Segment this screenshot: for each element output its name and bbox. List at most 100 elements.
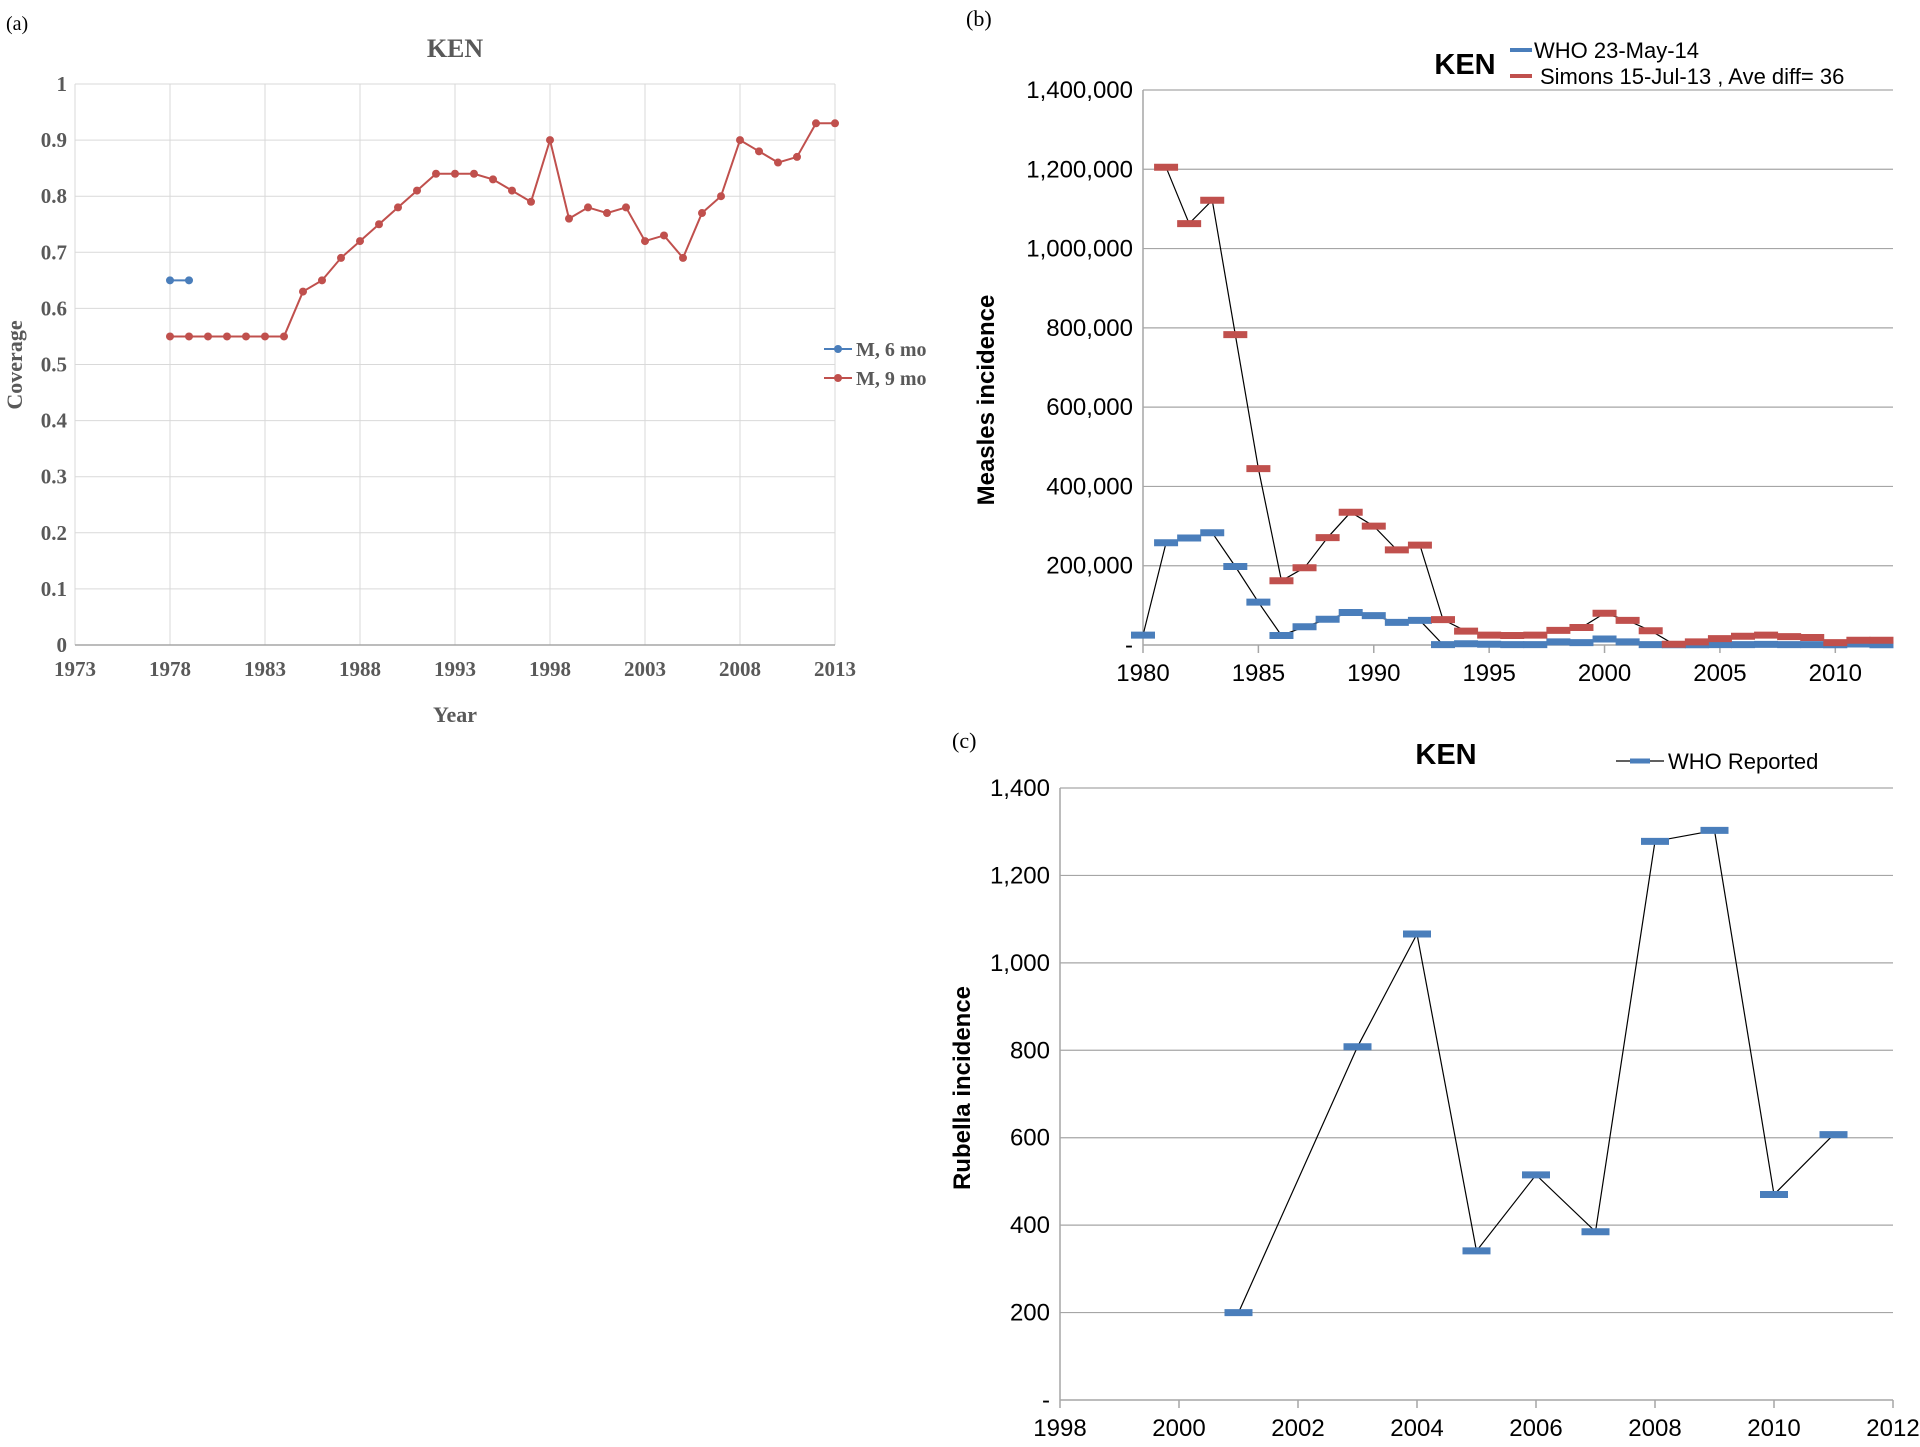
y-tick-label: 400: [1010, 1212, 1050, 1239]
data-point: [660, 231, 668, 240]
data-point: [185, 276, 193, 285]
data-point: [356, 237, 364, 246]
y-tick-label: 0.9: [41, 128, 67, 152]
data-point: [318, 276, 326, 285]
legend-label-simons: Simons 15-Jul-13 , Ave diff= 36: [1540, 64, 1844, 89]
x-tick-label: 2013: [814, 657, 856, 681]
y-tick-label: 800: [1010, 1037, 1050, 1064]
y-tick-label: 200,000: [1046, 553, 1133, 580]
data-point: [527, 197, 535, 206]
y-tick-label: 1,000: [990, 950, 1050, 977]
legend-label-who-reported: WHO Reported: [1668, 749, 1818, 774]
data-point: [261, 332, 269, 341]
legend-label-who: WHO 23-May-14: [1534, 38, 1699, 63]
x-tick-label: 1993: [434, 657, 476, 681]
data-point: [242, 332, 250, 341]
x-tick-label: 2006: [1509, 1415, 1562, 1442]
panel-a: (a) KEN 0 0.1 0.2 0.3 0.4 0.5 0.6 0.7 0.8 0.9 1 19…: [2, 13, 927, 727]
legend-marker-6mo: [834, 345, 842, 353]
grid-a: [74, 83, 836, 646]
panel-label-b: (b): [966, 6, 992, 31]
data-point: [717, 192, 725, 201]
y-tick-label: 1,200,000: [1026, 156, 1133, 183]
data-point: [451, 169, 459, 178]
y-tick-label: 800,000: [1046, 315, 1133, 342]
x-tick-label: 1978: [149, 657, 191, 681]
data-point: [584, 203, 592, 212]
x-tick-label: 2004: [1390, 1415, 1443, 1442]
data-point: [299, 287, 307, 296]
y-tick-label: 600,000: [1046, 394, 1133, 421]
data-point: [470, 169, 478, 178]
x-tick-label: 1990: [1347, 660, 1400, 687]
y-tick-label: -: [1042, 1387, 1050, 1414]
x-tick-labels-c: 1998 2000 2002 2004 2006 2008 2010 2012: [1033, 1415, 1919, 1442]
series-connector-0: [1237, 829, 1834, 1313]
y-tick-label: 0.4: [41, 409, 68, 433]
data-point: [755, 147, 763, 156]
x-tick-label: 2008: [1628, 1415, 1681, 1442]
x-tick-label: 2000: [1578, 660, 1631, 687]
data-point: [774, 158, 782, 167]
y-tick-label: 0: [57, 633, 68, 657]
data-point: [413, 186, 421, 195]
data-point: [337, 253, 345, 262]
y-tick-label: 600: [1010, 1125, 1050, 1152]
y-tick-label: 400,000: [1046, 473, 1133, 500]
data-point: [679, 253, 687, 262]
x-tick-label: 1998: [1033, 1415, 1086, 1442]
x-tick-label: 2002: [1271, 1415, 1324, 1442]
legend-marker-9mo: [834, 374, 842, 382]
x-tick-labels-a: 1973 1978 1983 1988 1993 1998 2003 2008 2013: [54, 657, 856, 681]
y-axis-label-c: Rubella incidence: [949, 986, 976, 1190]
data-point: [812, 119, 820, 128]
data-point: [489, 175, 497, 184]
x-tick-label: 1998: [529, 657, 571, 681]
legend-a: M, 6 mo M, 9 mo: [824, 339, 927, 390]
data-point: [280, 332, 288, 341]
y-tick-label: 0.3: [41, 465, 67, 489]
y-tick-label: 1,000,000: [1026, 236, 1133, 263]
x-tick-label: 1995: [1462, 660, 1515, 687]
data-point: [603, 209, 611, 218]
y-tick-label: 0.5: [41, 353, 67, 377]
x-tick-labels-b: 1980 1985 1990 1995 2000 2005 2010: [1116, 660, 1862, 687]
x-tick-label: 2008: [719, 657, 761, 681]
y-tick-labels-c: - 200 400 600 800 1,000 1,200 1,400: [990, 775, 1050, 1414]
y-tick-label: 1: [57, 72, 68, 96]
y-tick-label: 1,400,000: [1026, 77, 1133, 104]
data-point: [641, 237, 649, 246]
x-tick-label: 1988: [339, 657, 381, 681]
panel-c: (c) KEN - 200 400 600 800 1,000 1,200 1,400 199…: [949, 728, 1920, 1442]
panel-label-c: (c): [952, 728, 976, 753]
data-point: [432, 169, 440, 178]
series-a: [166, 119, 839, 341]
legend-label-6mo: M, 6 mo: [856, 339, 927, 361]
grid-b: [1142, 89, 1893, 653]
x-tick-label: 2003: [624, 657, 666, 681]
panel-label-a: (a): [6, 13, 28, 35]
y-tick-label: 0.6: [41, 296, 67, 320]
grid-c: [1059, 787, 1894, 1408]
series-b: [1131, 163, 1894, 649]
y-tick-label: 1,400: [990, 775, 1050, 802]
data-point: [166, 332, 174, 341]
x-tick-label: 1980: [1116, 660, 1169, 687]
y-tick-labels-b: - 200,000 400,000 600,000 800,000 1,000,000 1,…: [1026, 77, 1133, 659]
x-tick-label: 1973: [54, 657, 96, 681]
data-point: [736, 136, 744, 145]
series-connector-0: [1142, 532, 1882, 646]
y-tick-label: 0.1: [41, 577, 67, 601]
x-tick-label: 2010: [1809, 660, 1862, 687]
data-point: [394, 203, 402, 212]
data-point: [185, 332, 193, 341]
x-tick-label: 2012: [1866, 1415, 1919, 1442]
data-point: [223, 332, 231, 341]
data-point: [622, 203, 630, 212]
x-axis-label-a: Year: [433, 702, 477, 727]
y-tick-label: -: [1125, 632, 1133, 659]
data-point: [793, 152, 801, 161]
chart-title-b: KEN: [1434, 49, 1495, 81]
series-c: [1224, 826, 1848, 1317]
chart-title-c: KEN: [1415, 739, 1476, 771]
